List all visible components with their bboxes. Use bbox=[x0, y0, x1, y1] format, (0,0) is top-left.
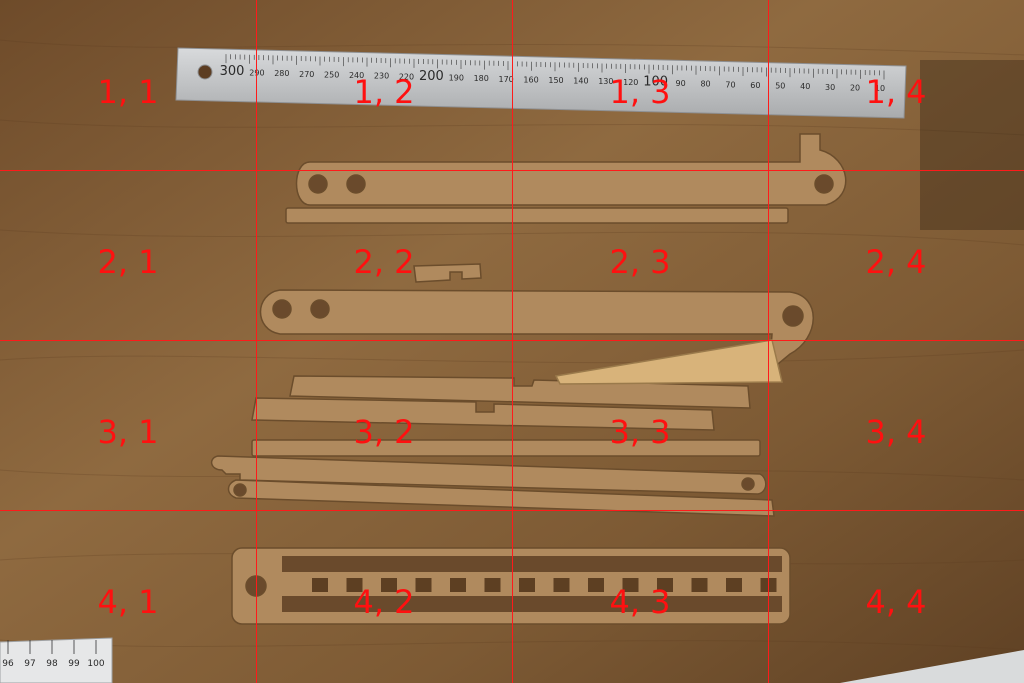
comb-slot bbox=[657, 578, 673, 592]
grid-line-vertical-2 bbox=[512, 0, 513, 683]
ruler-bottom-tick-label: 96 bbox=[2, 659, 14, 669]
grid-label-1-2: 1, 2 bbox=[353, 73, 415, 111]
mdf-comb-frame bbox=[231, 547, 791, 625]
grid-label-3-3: 3, 3 bbox=[609, 413, 671, 451]
grid-label-4-2: 4, 2 bbox=[353, 583, 415, 621]
ruler-top-tick-label: 220 bbox=[399, 72, 414, 81]
comb-slot bbox=[553, 578, 570, 592]
comb-slot bbox=[519, 578, 535, 592]
mdf-strip-thin bbox=[285, 207, 789, 224]
grid-label-3-1: 3, 1 bbox=[97, 413, 159, 451]
ruler-top-tick-label: 300 bbox=[220, 64, 245, 79]
grid-label-1-4: 1, 4 bbox=[865, 73, 927, 111]
grid-label-4-4: 4, 4 bbox=[865, 583, 927, 621]
ruler-top-tick-label: 10 bbox=[875, 84, 885, 93]
ruler-top-tick-label: 250 bbox=[324, 70, 339, 79]
grid-label-2-4: 2, 4 bbox=[865, 243, 927, 281]
mdf-strip-5 bbox=[227, 479, 775, 517]
ruler-top-tick-label: 170 bbox=[499, 75, 514, 84]
comb-slot bbox=[312, 578, 328, 592]
ruler-top-tick-label: 270 bbox=[299, 70, 314, 79]
grid-label-1-3: 1, 3 bbox=[609, 73, 671, 111]
grid-line-horizontal-1 bbox=[0, 170, 1024, 171]
comb-slot bbox=[484, 578, 501, 592]
ruler-top-tick-label: 40 bbox=[800, 82, 810, 91]
grid-label-1-1: 1, 1 bbox=[97, 73, 159, 111]
ruler-top-tick-label: 100 bbox=[643, 74, 668, 89]
grid-label-4-1: 4, 1 bbox=[97, 583, 159, 621]
comb-slot bbox=[726, 578, 742, 592]
ruler-top-tick-label: 230 bbox=[374, 72, 389, 81]
ruler-top-tick-label: 80 bbox=[700, 80, 710, 89]
ruler-bottom-tick-label: 98 bbox=[46, 659, 58, 669]
table-shadow-right bbox=[920, 60, 1024, 230]
comb-slots bbox=[312, 578, 777, 592]
ruler-top-tick-label: 180 bbox=[474, 74, 489, 83]
comb-slot bbox=[450, 578, 466, 592]
mdf-strip-2 bbox=[251, 397, 715, 431]
ruler-bottom-tick-label: 97 bbox=[24, 659, 35, 669]
comb-slot bbox=[381, 578, 397, 592]
grid-label-3-2: 3, 2 bbox=[353, 413, 415, 451]
comb-slot bbox=[622, 578, 639, 592]
ruler-top-tick-label: 190 bbox=[449, 74, 464, 83]
light-wood-wedge bbox=[554, 339, 783, 385]
ruler-top-tick-label: 150 bbox=[548, 76, 563, 85]
grid-label-2-2: 2, 2 bbox=[353, 243, 415, 281]
ruler-bottom-tick-label: 100 bbox=[87, 659, 104, 669]
ruler-bottom-tick-label: 99 bbox=[68, 659, 80, 669]
ruler-top-tick-label: 20 bbox=[850, 83, 860, 92]
mdf-small-tab bbox=[413, 263, 482, 283]
comb-slot bbox=[415, 578, 432, 592]
ruler-top-tick-label: 120 bbox=[623, 78, 638, 87]
grid-line-horizontal-3 bbox=[0, 510, 1024, 511]
comb-slot bbox=[691, 578, 708, 592]
grid-label-4-3: 4, 3 bbox=[609, 583, 671, 621]
ruler-bottom-ticks: 96 97 98 99 100 bbox=[2, 640, 105, 669]
ruler-top-tick-label: 160 bbox=[523, 75, 538, 84]
ruler-top-tick-label: 130 bbox=[598, 77, 613, 86]
ruler-bottom-left: 96 97 98 99 100 bbox=[0, 637, 113, 683]
mdf-parts bbox=[210, 133, 847, 625]
mdf-arm-upper bbox=[295, 133, 847, 206]
grid-line-vertical-3 bbox=[768, 0, 769, 683]
ruler-hang-hole bbox=[197, 64, 213, 80]
grid-label-2-1: 2, 1 bbox=[97, 243, 159, 281]
ruler-top-tick-label: 200 bbox=[419, 69, 444, 84]
ruler-top-tick-label: 140 bbox=[573, 77, 588, 86]
ruler-top-tick-label: 50 bbox=[775, 82, 785, 91]
table-corner-bottom-right bbox=[840, 650, 1024, 683]
ruler-top-tick-label: 240 bbox=[349, 71, 364, 80]
mdf-strip-4-hook bbox=[210, 455, 767, 495]
mdf-strip-3 bbox=[251, 439, 761, 457]
grid-label-2-3: 2, 3 bbox=[609, 243, 671, 281]
ruler-top-tick-label: 90 bbox=[676, 79, 686, 88]
ruler-top-tick-label: 60 bbox=[750, 81, 760, 90]
grid-line-horizontal-2 bbox=[0, 340, 1024, 341]
ruler-top-tick-label: 70 bbox=[725, 80, 735, 89]
grid-line-vertical-1 bbox=[256, 0, 257, 683]
grid-label-3-4: 3, 4 bbox=[865, 413, 927, 451]
comb-slot bbox=[346, 578, 363, 592]
comb-slot bbox=[588, 578, 604, 592]
ruler-top-tick-label: 280 bbox=[274, 69, 289, 78]
ruler-top-tick-label: 30 bbox=[825, 83, 835, 92]
